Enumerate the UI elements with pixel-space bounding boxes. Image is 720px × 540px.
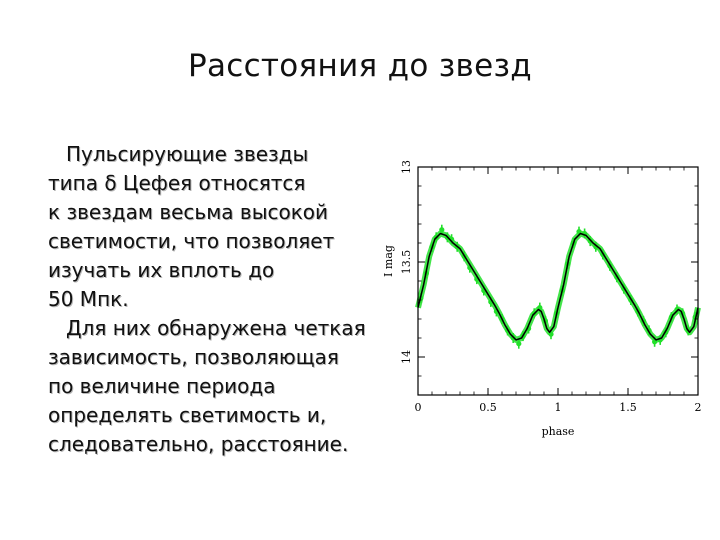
plot-frame [417,166,699,396]
text-line: Для них обнаружена четкая [66,316,366,340]
y-tick-label: 13 [400,160,413,174]
text-line: следовательно, расстояние. [48,432,349,456]
x-tick-label: 0.5 [479,401,497,414]
paragraph-2: Для них обнаружена четкая зависимость, п… [48,314,388,459]
text-line: светимости, что позволяет [48,229,335,253]
x-tick-label: 0 [415,401,422,414]
paragraph-1: Пульсирующие звезды типа δ Цефея относят… [48,140,388,314]
text-line: 50 Мпк. [48,287,129,311]
text-line: к звездам весьма высокой [48,200,329,224]
text-line: типа δ Цефея относятся [48,171,306,195]
model-curve-line [417,232,699,341]
text-line: изучать их вплоть до [48,258,275,282]
y-tick-label: 14 [400,350,413,364]
chart-svg: 0 0.5 1 1.5 2 13 13.5 14 phase I mag [382,160,702,438]
slide-title: Расстояния до звезд [187,48,533,84]
x-tick-label: 1 [555,401,562,414]
x-tick-label: 1.5 [619,401,637,414]
x-axis-label: phase [542,425,575,438]
text-line: зависимость, позволяющая [48,345,339,369]
text-line: по величине периода [48,374,276,398]
text-line: Пульсирующие звезды [66,142,309,166]
y-tick-label: 13.5 [400,250,413,275]
y-axis-label: I mag [382,245,395,277]
body-text: Пульсирующие звезды типа δ Цефея относят… [48,140,388,459]
x-tick-label: 2 [695,401,702,414]
text-line: определять светимость и, [48,403,327,427]
light-curve-chart: 0 0.5 1 1.5 2 13 13.5 14 phase I mag [380,155,710,455]
